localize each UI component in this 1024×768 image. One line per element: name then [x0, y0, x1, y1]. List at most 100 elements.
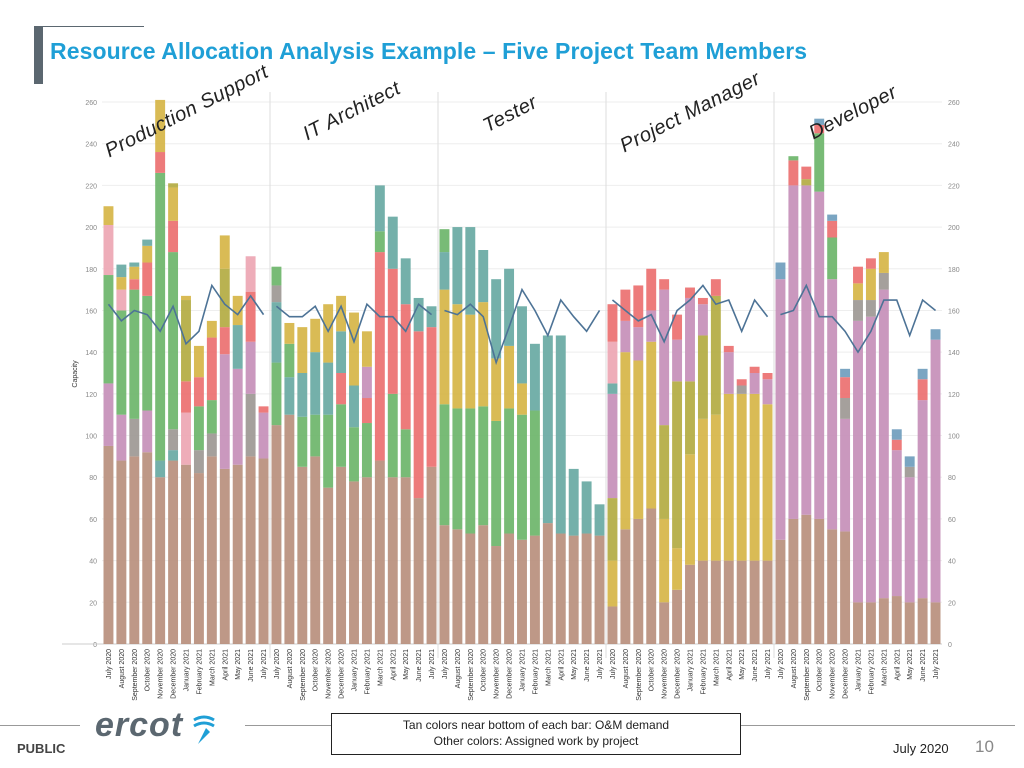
bar-segment [129, 262, 140, 267]
bar-segment [491, 279, 502, 359]
x-tick-label: March 2021 [209, 649, 216, 686]
bar-segment [840, 531, 851, 644]
bar-segment [646, 508, 657, 644]
bar-segment [103, 445, 114, 644]
x-tick-label: December 2020 [507, 649, 514, 699]
bar-segment [361, 423, 372, 478]
y-tick-label-right: 120 [948, 392, 960, 399]
bar-segment [336, 331, 347, 373]
bar-segment [284, 414, 295, 644]
bar-segment [814, 124, 825, 134]
bar-segment [232, 464, 243, 644]
bar-segment [723, 345, 734, 353]
bar-segment [310, 352, 321, 415]
y-tick-label-right: 160 [948, 308, 960, 315]
bar-segment [840, 398, 851, 419]
bar-segment [827, 220, 838, 238]
bar-segment [736, 393, 747, 561]
bar-segment [853, 300, 863, 321]
bar-segment [206, 320, 217, 338]
x-tick-label: April 2021 [894, 649, 901, 681]
bar-segment [865, 316, 876, 603]
bar-segment [607, 498, 618, 561]
bar-segment [762, 560, 773, 644]
bar-segment [103, 383, 114, 446]
bar-segment [310, 318, 321, 353]
x-tick-label: July 2021 [597, 649, 604, 679]
bar-segment [374, 231, 385, 253]
bar-segment [917, 598, 928, 644]
bar-segment [517, 414, 527, 540]
capacity-line [780, 283, 937, 354]
bar-segment [349, 427, 359, 482]
bar-segment [865, 300, 876, 317]
y-tick-label-left: 120 [85, 392, 97, 399]
bar-segment [827, 529, 838, 644]
bar-segment [685, 297, 695, 382]
bar-segment [853, 283, 863, 301]
bar-segment [801, 514, 812, 644]
bar-segment [155, 172, 166, 461]
bar-segment [219, 468, 230, 644]
bar-segment [723, 560, 734, 644]
x-tick-label: August 2020 [287, 649, 294, 688]
bar-segment [193, 406, 204, 451]
bar-segment [904, 477, 915, 603]
bar-segment [788, 185, 799, 519]
bar-segment [116, 310, 127, 415]
x-tick-label: July 2020 [442, 649, 449, 679]
bar-segment [749, 373, 760, 394]
bar-segment [723, 352, 734, 394]
bar-segment [245, 256, 256, 292]
bar-segment [814, 133, 825, 192]
bar-segment [142, 262, 153, 296]
y-tick-label-right: 40 [948, 559, 956, 566]
x-tick-label: July 2020 [778, 649, 785, 679]
title-accent-bar [34, 26, 43, 84]
bar-segment [284, 377, 295, 415]
title-accent-line [34, 26, 144, 27]
x-tick-label: November 2020 [662, 649, 669, 699]
x-tick-label: February 2021 [532, 649, 539, 695]
y-tick-label-left: 40 [89, 559, 97, 566]
bar-segment [349, 385, 359, 428]
x-tick-label: May 2021 [403, 649, 410, 680]
bar-segment [568, 535, 579, 644]
bar-segment [568, 468, 579, 536]
x-tick-label: November 2020 [326, 649, 333, 699]
bar-segment [142, 245, 153, 263]
y-tick-label-left: 0 [93, 642, 97, 649]
bar-segment [349, 481, 359, 644]
bar-segment [478, 525, 489, 644]
x-tick-label: January 2021 [688, 649, 695, 692]
bar-segment [181, 464, 191, 644]
bar-segment [465, 314, 476, 409]
bar-segment [633, 360, 644, 519]
bar-segment [193, 345, 204, 378]
capacity-line [611, 284, 769, 344]
bar-segment [697, 304, 708, 336]
y-tick-label-right: 100 [948, 434, 960, 441]
bar-segment [374, 252, 385, 461]
bar-segment [529, 343, 540, 411]
bar-segment [865, 268, 876, 301]
x-tick-label: February 2021 [364, 649, 371, 695]
bar-segment [685, 454, 695, 565]
x-tick-label: September 2020 [132, 649, 139, 701]
bar-segment [930, 602, 941, 644]
bar-segment [142, 239, 153, 246]
bar-segment [478, 406, 489, 526]
bar-segment [491, 546, 502, 644]
x-tick-label: December 2020 [843, 649, 850, 699]
x-tick-label: November 2020 [158, 649, 165, 699]
bar-segment [581, 481, 592, 534]
x-tick-label: June 2021 [752, 649, 759, 682]
bar-segment [336, 373, 347, 405]
bar-segment [413, 498, 424, 644]
x-tick-label: May 2021 [739, 649, 746, 680]
bar-segment [336, 404, 347, 467]
bar-segment [646, 268, 657, 311]
bar-segment [271, 362, 282, 426]
bar-segment [116, 277, 127, 290]
bar-segment [827, 279, 838, 530]
